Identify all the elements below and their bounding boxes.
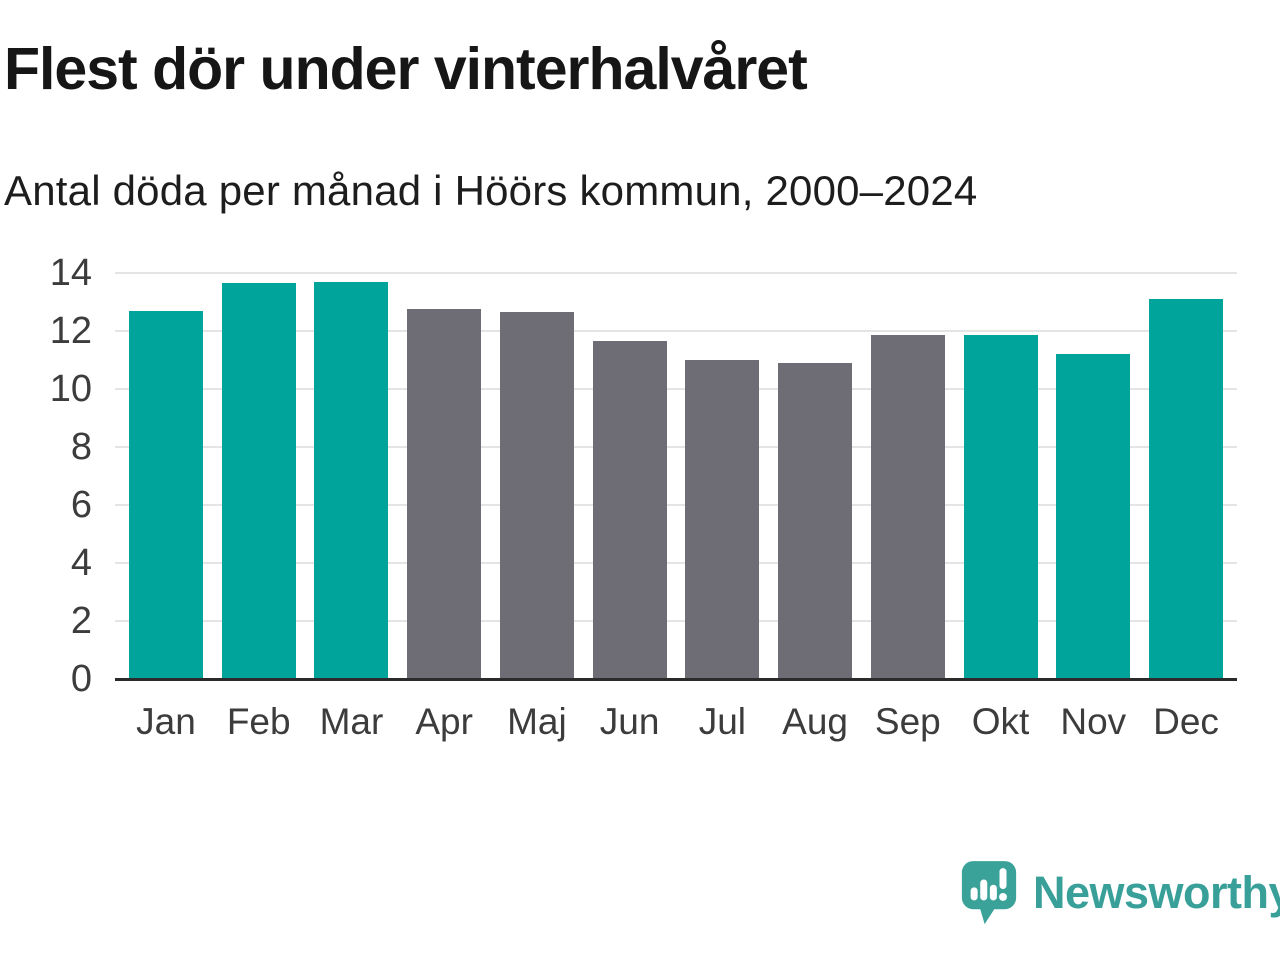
bar-apr (407, 309, 482, 679)
x-tick-jan: Jan (136, 701, 196, 742)
x-tick-mar: Mar (319, 701, 384, 742)
y-tick-2: 2 (70, 600, 92, 642)
gridline-10 (115, 388, 1237, 390)
bar-feb (221, 283, 296, 679)
x-tick-dec: Dec (1153, 701, 1219, 742)
newsworthy-logo: Newsworthy (961, 860, 1280, 926)
gridline-12 (115, 330, 1237, 332)
x-tick-jun: Jun (599, 701, 660, 742)
x-tick-jul: Jul (698, 701, 747, 742)
y-tick-8: 8 (70, 426, 92, 468)
x-tick-feb: Feb (226, 701, 291, 742)
gridline-6 (115, 504, 1237, 506)
x-axis-line (115, 678, 1237, 681)
chart-subtitle: Antal döda per månad i Höörs kommun, 200… (4, 167, 978, 214)
x-tick-nov: Nov (1060, 701, 1127, 742)
x-axis-labels: Jan Feb Mar Apr Maj Jun Jul Aug Sep Okt Nov Dec (115, 700, 1237, 760)
y-tick-6: 6 (70, 484, 92, 526)
y-tick-14: 14 (49, 252, 92, 294)
gridline-2 (115, 620, 1237, 622)
plot-area (115, 272, 1237, 681)
bar-mar (314, 281, 389, 679)
chart-title: Flest dör under vinterhalvåret (4, 36, 808, 102)
x-tick-apr: Apr (415, 701, 473, 742)
bar-nov (1056, 354, 1131, 679)
bar-maj (499, 312, 574, 679)
bar-dec (1149, 299, 1223, 679)
bar-jul (685, 360, 760, 679)
y-tick-4: 4 (70, 542, 92, 584)
gridline-4 (115, 562, 1237, 564)
bar-jan (129, 310, 203, 679)
x-tick-sep: Sep (874, 701, 941, 742)
gridline-14 (115, 272, 1237, 274)
bar-aug (778, 362, 853, 679)
x-tick-aug: Aug (782, 701, 848, 742)
y-tick-12: 12 (49, 310, 92, 352)
gridline-8 (115, 446, 1237, 448)
x-tick-maj: Maj (507, 701, 567, 742)
x-tick-okt: Okt (971, 701, 1030, 742)
newsworthy-wordmark: Newsworthy (1033, 867, 1280, 918)
y-tick-0: 0 (70, 658, 92, 700)
bar-okt (963, 335, 1038, 679)
bar-jun (592, 341, 667, 679)
newsworthy-speech-bubble-chart-icon (961, 861, 1017, 925)
y-axis-labels: 0 2 4 6 8 10 12 14 (0, 254, 92, 698)
y-tick-10: 10 (49, 368, 92, 410)
bar-sep (870, 335, 945, 679)
